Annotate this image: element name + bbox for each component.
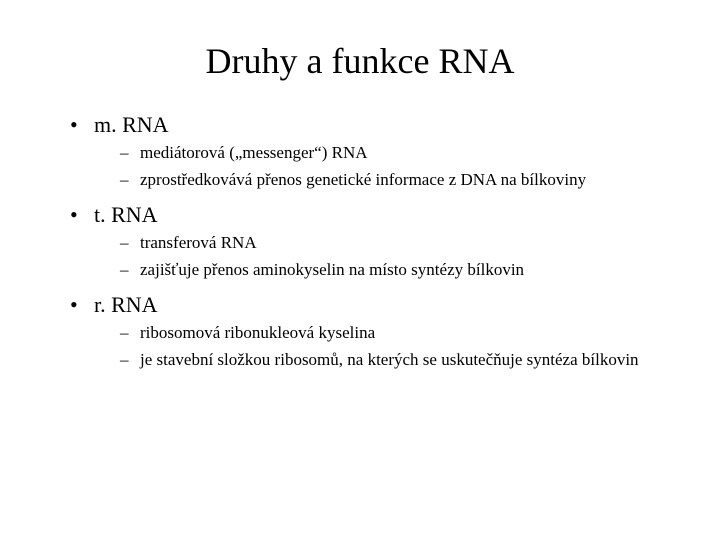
subitem: – ribosomová ribonukleová kyselina [120, 322, 670, 345]
slide-title: Druhy a funkce RNA [50, 40, 670, 82]
section-rrna: • r. RNA – ribosomová ribonukleová kysel… [50, 292, 670, 372]
subitem-text: zajišťuje přenos aminokyselin na místo s… [140, 259, 524, 282]
subitem-text: transferová RNA [140, 232, 257, 255]
heading-mrna: • m. RNA [70, 112, 670, 138]
section-mrna: • m. RNA – mediátorová („messenger“) RNA… [50, 112, 670, 192]
subitem-text: ribosomová ribonukleová kyselina [140, 322, 375, 345]
dash-icon: – [120, 349, 140, 372]
subitem: – je stavební složkou ribosomů, na který… [120, 349, 670, 372]
heading-text: t. RNA [94, 202, 158, 228]
subitem-text: mediátorová („messenger“) RNA [140, 142, 368, 165]
subitem-text: zprostředkovává přenos genetické informa… [140, 169, 586, 192]
bullet-icon: • [70, 112, 94, 138]
subitem: – zprostředkovává přenos genetické infor… [120, 169, 670, 192]
dash-icon: – [120, 232, 140, 255]
subitem: – zajišťuje přenos aminokyselin na místo… [120, 259, 670, 282]
section-trna: • t. RNA – transferová RNA – zajišťuje p… [50, 202, 670, 282]
subitem: – mediátorová („messenger“) RNA [120, 142, 670, 165]
heading-text: r. RNA [94, 292, 158, 318]
heading-text: m. RNA [94, 112, 169, 138]
dash-icon: – [120, 142, 140, 165]
dash-icon: – [120, 259, 140, 282]
dash-icon: – [120, 322, 140, 345]
dash-icon: – [120, 169, 140, 192]
heading-trna: • t. RNA [70, 202, 670, 228]
bullet-icon: • [70, 202, 94, 228]
heading-rrna: • r. RNA [70, 292, 670, 318]
bullet-icon: • [70, 292, 94, 318]
subitem: – transferová RNA [120, 232, 670, 255]
subitem-text: je stavební složkou ribosomů, na kterých… [140, 349, 639, 372]
